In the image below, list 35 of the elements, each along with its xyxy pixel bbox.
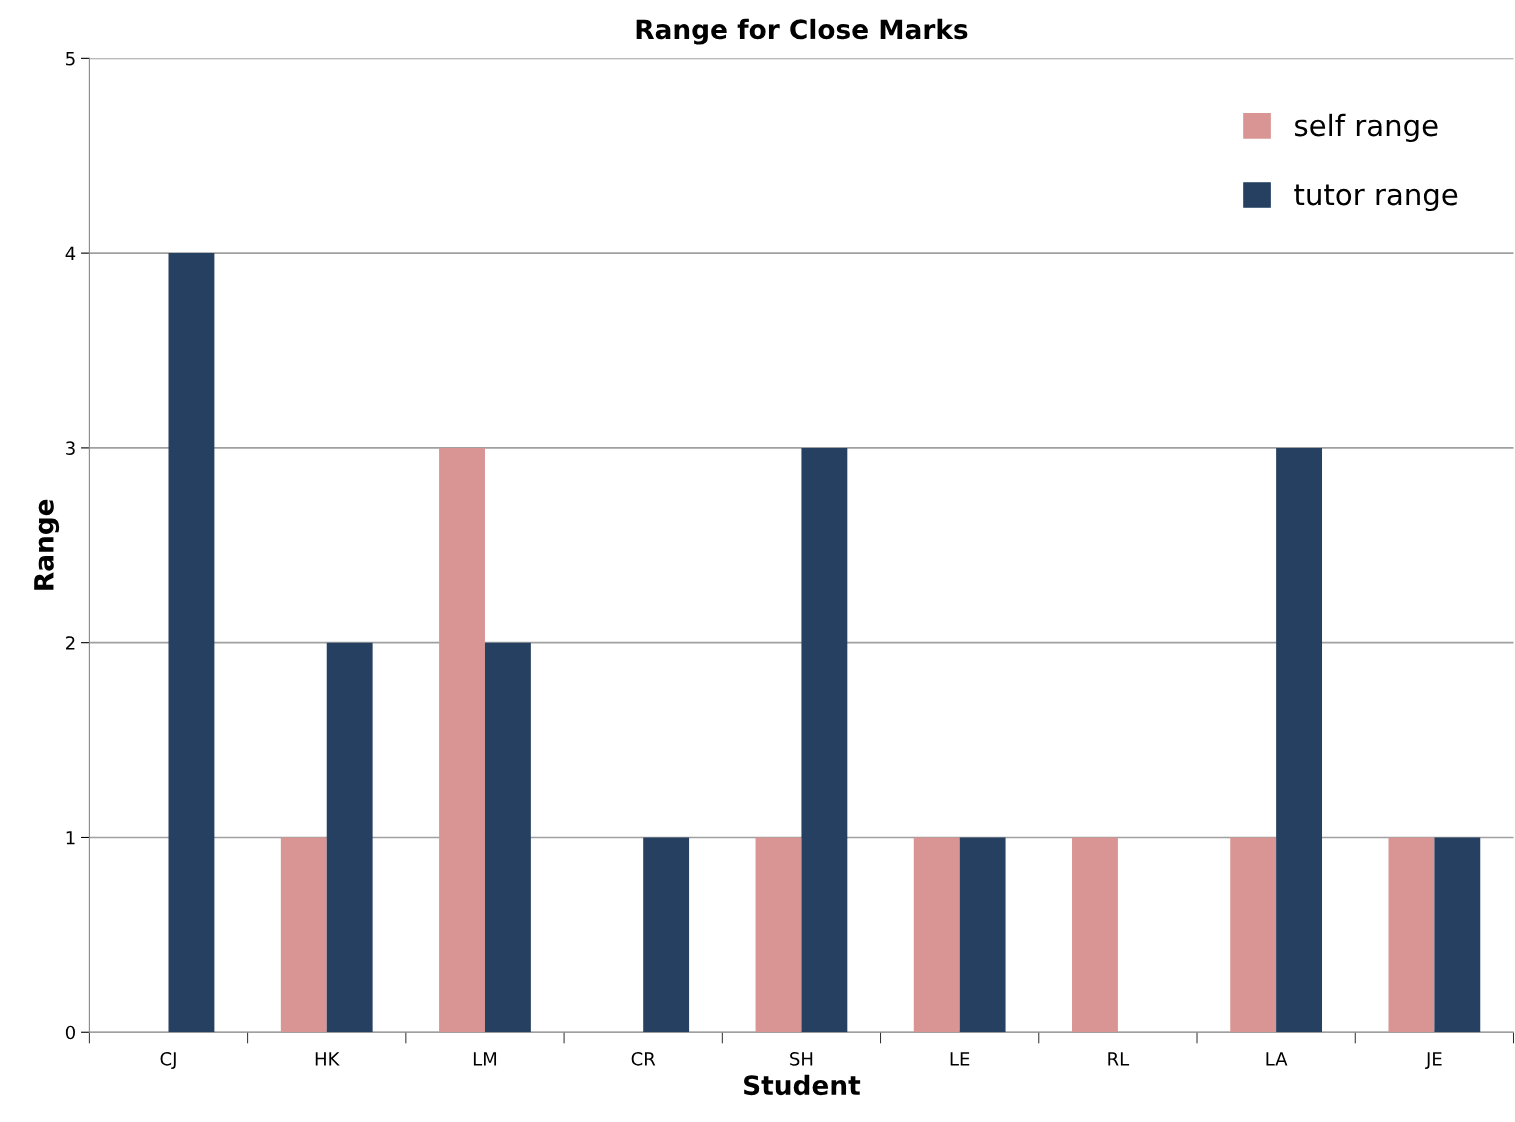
bar — [439, 447, 485, 1033]
y-tick-label: 3 — [66, 441, 75, 456]
x-tick-label: CR — [631, 1052, 656, 1066]
x-tick-label: LM — [473, 1052, 497, 1066]
y-tick-label: 2 — [66, 636, 75, 650]
legend-label: self range — [1295, 113, 1438, 143]
x-axis-title: Student — [744, 1074, 861, 1096]
y-tick-label: 4 — [65, 246, 76, 260]
bar — [168, 253, 215, 1033]
bar — [326, 642, 373, 1033]
y-tick-label: 1 — [66, 831, 75, 845]
x-tick-label: RL — [1108, 1052, 1130, 1066]
bar — [1434, 837, 1481, 1033]
bar — [1388, 837, 1435, 1033]
x-tick-label: SH — [790, 1052, 813, 1066]
x-tick-label: JE — [1425, 1052, 1442, 1070]
y-axis-title: Range — [34, 499, 60, 590]
bar — [484, 642, 531, 1033]
x-tick-label: CJ — [160, 1052, 176, 1070]
x-tick-label: LA — [1266, 1052, 1288, 1066]
y-tick-label: 0 — [65, 1025, 75, 1040]
legend-label: tutor range — [1294, 184, 1458, 212]
x-tick-label: LE — [950, 1052, 970, 1066]
bar — [643, 837, 690, 1033]
chart-title: Range for Close Marks — [636, 18, 968, 45]
x-tick-label: HK — [315, 1052, 340, 1066]
bar — [1276, 447, 1323, 1033]
bar — [913, 837, 960, 1033]
bar — [280, 837, 327, 1033]
bar — [801, 447, 848, 1033]
bar — [1072, 837, 1118, 1033]
y-tick-label: 5 — [66, 52, 75, 66]
bar — [959, 837, 1006, 1033]
bar — [755, 837, 802, 1033]
bar — [1230, 837, 1277, 1033]
